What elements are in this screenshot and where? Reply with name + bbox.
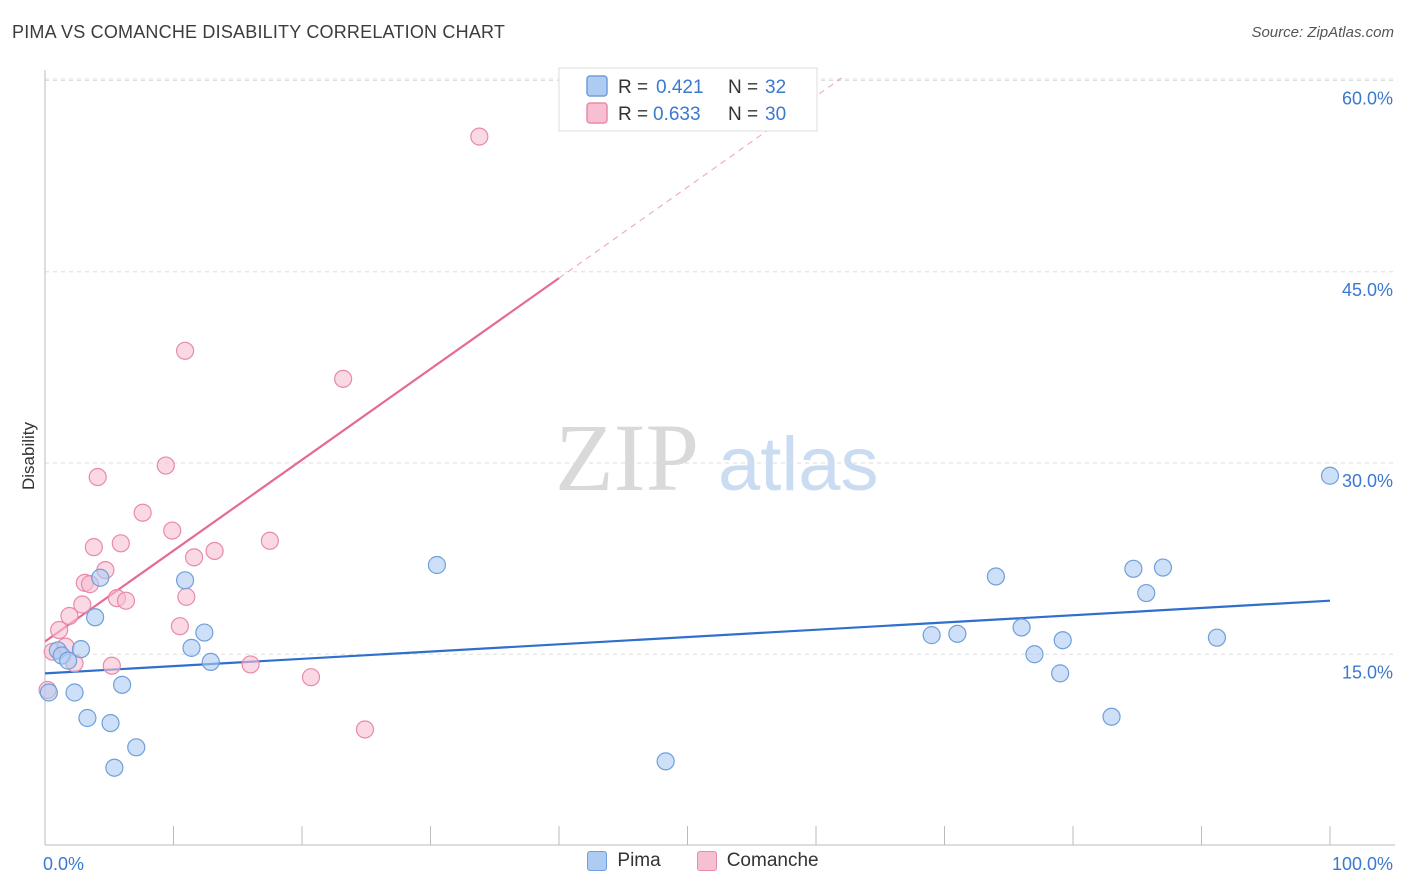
comanche-point bbox=[177, 587, 196, 606]
pima-point bbox=[1137, 583, 1156, 603]
x-tick-labels: 0.0% 100.0% bbox=[43, 854, 1393, 874]
legend-r-label-pima: R = bbox=[618, 77, 648, 98]
comanche-point bbox=[170, 617, 190, 636]
pima-point bbox=[1102, 707, 1121, 726]
comanche-point bbox=[175, 341, 195, 360]
pima-point bbox=[65, 683, 84, 702]
pima-swatch bbox=[587, 851, 608, 871]
pima-point bbox=[39, 683, 58, 702]
pima-point bbox=[78, 708, 97, 728]
pima-point bbox=[182, 638, 201, 657]
legend-n-label-comanche: N = bbox=[728, 104, 758, 125]
watermark-zip: ZIP bbox=[555, 404, 699, 511]
comanche-point bbox=[334, 369, 353, 388]
legend-label-pima: Pima bbox=[617, 850, 661, 871]
pima-point bbox=[175, 571, 195, 590]
pima-point bbox=[986, 567, 1006, 586]
y-tick-label: 60.0% bbox=[1342, 89, 1393, 109]
legend-r-value-comanche: 0.633 bbox=[653, 104, 701, 125]
comanche-point bbox=[111, 534, 130, 553]
y-tick-label: 45.0% bbox=[1342, 280, 1393, 300]
pima-point bbox=[427, 555, 447, 575]
comanche-point bbox=[102, 656, 121, 675]
y-tick-label: 15.0% bbox=[1342, 662, 1393, 682]
chart-title: PIMA VS COMANCHE DISABILITY CORRELATION … bbox=[12, 22, 506, 42]
y-tick-label: 30.0% bbox=[1342, 471, 1393, 491]
legend-item-pima: Pima bbox=[587, 850, 661, 872]
pima-point bbox=[656, 752, 675, 771]
comanche-point bbox=[116, 591, 136, 610]
legend-swatch-comanche bbox=[586, 102, 608, 124]
pima-point bbox=[1320, 466, 1340, 485]
comanche-point bbox=[184, 548, 204, 567]
pima-point bbox=[1207, 628, 1227, 647]
comanche-point bbox=[355, 720, 375, 739]
legend-label-comanche: Comanche bbox=[726, 850, 819, 871]
watermark-atlas: atlas bbox=[718, 422, 879, 507]
source-label: Source: ZipAtlas.com bbox=[1251, 24, 1394, 41]
pima-point bbox=[1051, 664, 1070, 683]
pima-point bbox=[71, 640, 91, 659]
comanche-point bbox=[241, 655, 260, 674]
comanche-swatch bbox=[696, 851, 717, 871]
comanche-point bbox=[60, 606, 79, 626]
x-tick-label: 100.0% bbox=[1332, 854, 1393, 874]
legend-n-value-pima: 32 bbox=[765, 77, 786, 98]
comanche-point bbox=[470, 127, 489, 146]
pima-point bbox=[1124, 559, 1143, 578]
data-points bbox=[38, 127, 1340, 777]
pima-point bbox=[1025, 645, 1044, 664]
comanche-point bbox=[301, 668, 321, 687]
pima-point bbox=[105, 758, 124, 777]
axes bbox=[44, 70, 1395, 846]
y-tick-labels: 15.0% 30.0% 45.0% 60.0% bbox=[1342, 89, 1393, 683]
pima-point bbox=[91, 568, 110, 587]
pima-point bbox=[195, 623, 214, 642]
legend-n-label-pima: N = bbox=[728, 77, 758, 98]
pima-point bbox=[1153, 558, 1173, 577]
gridlines bbox=[45, 78, 1395, 655]
pima-point bbox=[127, 738, 146, 757]
legend-r-value-pima: 0.421 bbox=[656, 77, 704, 98]
comanche-point bbox=[84, 538, 103, 557]
pima-point bbox=[1053, 631, 1072, 650]
stats-legend: R = 0.421 N = 32 R = 0.633 N = 30 bbox=[558, 67, 818, 132]
pima-point bbox=[86, 608, 105, 627]
comanche-point bbox=[50, 620, 69, 640]
comanche-point bbox=[156, 456, 175, 475]
pima-point bbox=[948, 624, 967, 643]
comanche-point bbox=[88, 467, 107, 487]
comanche-point bbox=[133, 503, 152, 522]
pima-point bbox=[1012, 618, 1031, 637]
comanche-point bbox=[260, 531, 279, 550]
trend-lines bbox=[44, 77, 1331, 675]
legend-item-comanche: Comanche bbox=[696, 850, 819, 872]
x-tick-label: 0.0% bbox=[43, 854, 84, 874]
comanche-point bbox=[73, 595, 92, 614]
legend-swatch-pima bbox=[586, 75, 608, 97]
comanche-point bbox=[205, 541, 224, 561]
comanche-point bbox=[163, 521, 182, 540]
pima-point bbox=[59, 651, 78, 670]
legend-n-value-comanche: 30 bbox=[765, 104, 786, 125]
series-legend: Pima Comanche bbox=[0, 850, 1406, 872]
pima-point bbox=[201, 652, 220, 672]
comanche-trend-line bbox=[44, 277, 560, 643]
pima-point bbox=[112, 675, 132, 694]
pima-point bbox=[922, 626, 941, 645]
legend-r-label-comanche: R = bbox=[618, 104, 648, 125]
pima-point bbox=[101, 713, 120, 733]
y-axis-label: Disability bbox=[19, 421, 38, 490]
pima-trend-line bbox=[44, 599, 1331, 675]
